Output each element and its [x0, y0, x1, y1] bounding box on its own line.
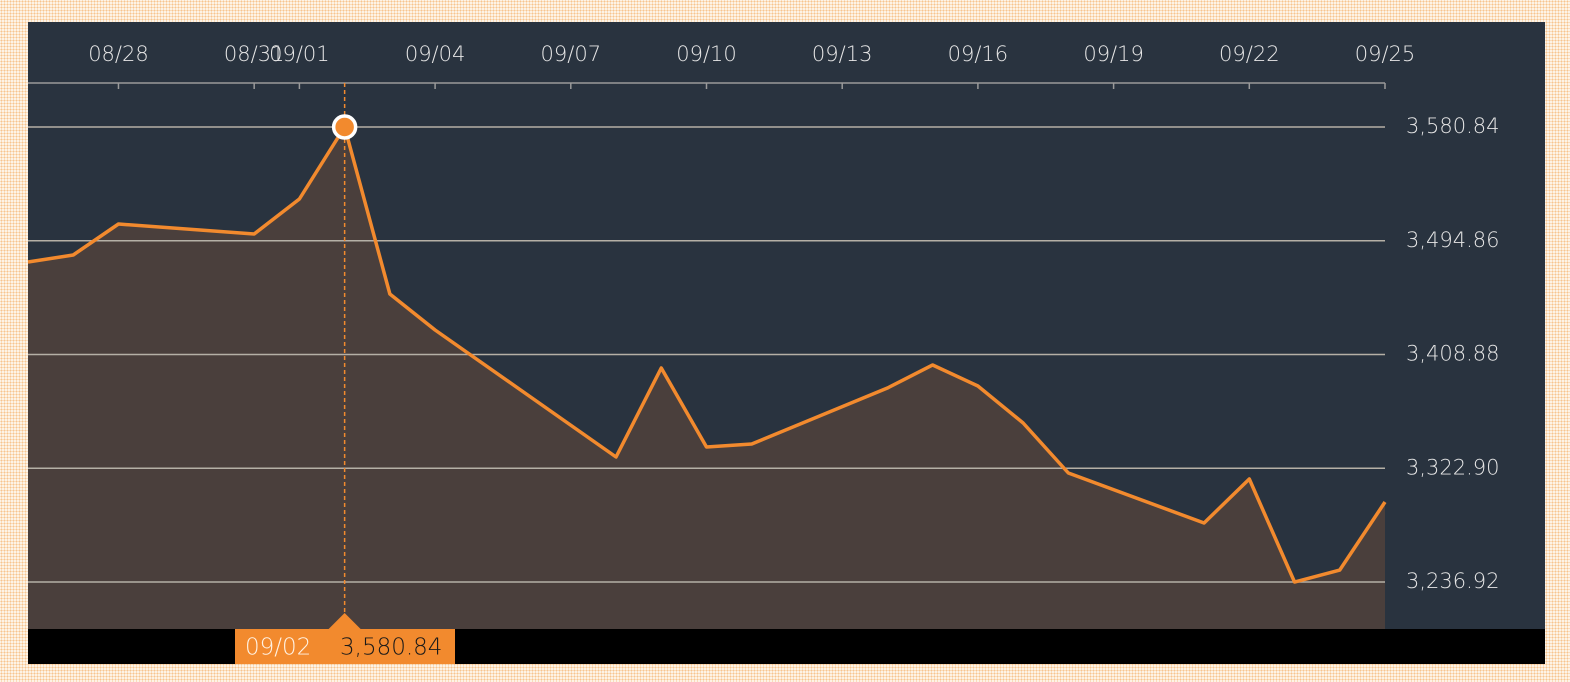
y-tick-label: 3,322.90 — [1406, 455, 1500, 479]
y-tick-label: 3,580.84 — [1406, 114, 1500, 138]
tooltip-value: 3,580.84 — [340, 635, 442, 661]
x-tick-label: 09/22 — [1219, 42, 1280, 66]
area — [28, 127, 1385, 629]
x-tick-label: 09/04 — [405, 42, 466, 66]
x-tick-label: 09/01 — [269, 42, 330, 66]
y-tick-label: 3,236.92 — [1406, 569, 1500, 593]
x-tick-label: 09/19 — [1083, 42, 1144, 66]
x-tick-label: 09/16 — [948, 42, 1009, 66]
tooltip-pointer — [328, 613, 361, 629]
x-tick-label: 08/28 — [88, 42, 149, 66]
line — [27, 125, 1387, 584]
y-tick-label: 3,494.86 — [1406, 228, 1500, 252]
x-tick-label: 08/31 — [224, 42, 285, 66]
tooltip-date: 09/02 — [245, 635, 311, 661]
x-tick-label: 09/07 — [541, 42, 602, 66]
x-tick-label: 09/13 — [812, 42, 873, 66]
x-tick-label: 09/25 — [1355, 42, 1416, 66]
tooltip-box — [235, 629, 455, 664]
x-tick-label: 09/10 — [676, 42, 737, 66]
highlight-point — [331, 114, 358, 140]
y-tick-label: 3,408.88 — [1406, 342, 1500, 366]
